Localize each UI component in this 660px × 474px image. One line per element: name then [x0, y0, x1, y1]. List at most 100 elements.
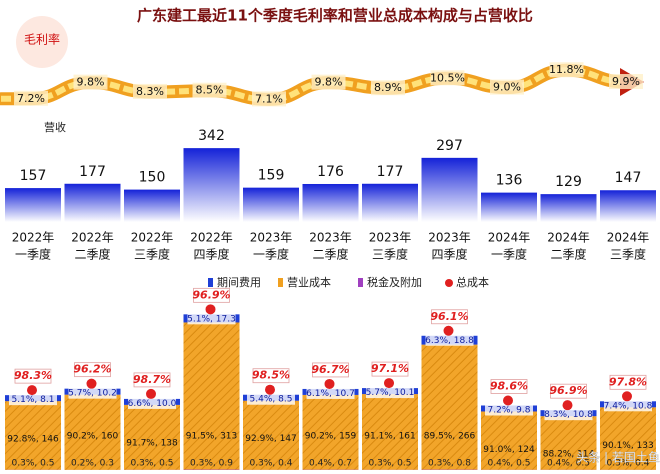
x-tick-label: 四季度 [193, 247, 229, 262]
margin-value-label: 9.8% [77, 76, 105, 89]
period-label-bg [187, 313, 236, 325]
watermark: 头条 | 若国土鱼 [576, 451, 660, 465]
total-marker [443, 325, 454, 336]
x-tick-label: 2023年 [369, 231, 412, 245]
legend-label: 营业成本 [287, 275, 331, 289]
cost-value-label: 90.2%, 159 [305, 432, 357, 442]
revenue-value-label: 176 [317, 164, 344, 180]
revenue-value-label: 150 [139, 170, 166, 186]
cost-value-label: 91.7%, 138 [126, 438, 178, 448]
total-marker [324, 378, 335, 389]
total-label-bg [431, 309, 468, 325]
total-value-label: 97.1% [371, 362, 409, 375]
total-value-label: 96.2% [73, 363, 111, 376]
total-marker [622, 391, 632, 402]
cost-segment [481, 411, 537, 470]
total-value-label: 98.6% [490, 379, 528, 392]
total-value-label: 98.7% [133, 373, 171, 386]
period-label-bg [425, 334, 474, 346]
revenue-value-label: 157 [20, 168, 47, 184]
cost-segment [183, 322, 240, 470]
total-label-bg [609, 374, 647, 390]
legend-marker [445, 279, 453, 287]
cost-segment [540, 416, 597, 470]
period-label-bg [68, 387, 117, 399]
tax-value-label: 0.3%, 0.8 [428, 459, 471, 469]
total-marker [86, 378, 97, 389]
total-label-bg [14, 368, 52, 384]
revenue-bar [243, 187, 299, 222]
total-value-label: 96.9% [192, 288, 230, 301]
period-label-bg [544, 409, 593, 421]
tax-value-label: 0.3%, 0.5 [12, 459, 55, 469]
cost-segment [421, 344, 478, 470]
tax-value-label: 0.3%, 0.4 [607, 459, 650, 469]
revenue-bar [481, 192, 537, 222]
total-value-label: 96.1% [430, 310, 468, 323]
x-tick-label: 2024年 [547, 231, 590, 245]
revenue-bar [5, 188, 61, 222]
margin-label-bg [490, 79, 524, 95]
period-label-bg [306, 387, 355, 399]
margin-label-bg [252, 91, 286, 107]
tax-value-label: 0.4%, 0.7 [309, 459, 352, 469]
cost-segment [124, 404, 180, 470]
revenue-bar [183, 148, 240, 222]
period-value-label: 6.6%, 10.0 [128, 399, 177, 409]
total-value-label: 98.5% [252, 369, 290, 382]
cost-value-label: 90.1%, 133 [602, 441, 654, 451]
legend-label: 期间费用 [217, 276, 261, 289]
cost-value-label: 92.9%, 147 [245, 434, 297, 444]
x-tick-label: 四季度 [431, 247, 467, 262]
revenue-bar [64, 183, 121, 222]
x-tick-label: 2022年 [190, 231, 233, 245]
revenue-value-label: 159 [258, 168, 285, 184]
cost-segment [243, 400, 299, 470]
cost-value-label: 90.2%, 160 [67, 432, 119, 442]
period-value-label: 6.3%, 18.8 [425, 336, 474, 346]
period-value-label: 5.7%, 10.1 [366, 388, 415, 398]
total-label-bg [252, 368, 290, 384]
revenue-value-label: 177 [377, 164, 404, 180]
total-marker [265, 384, 275, 395]
margin-value-label: 10.5% [430, 71, 465, 84]
total-label-bg [193, 287, 230, 303]
legend-marker [208, 278, 213, 287]
tax-value-label: 0.3%, 0.9 [190, 459, 233, 469]
margin-value-label: 11.8% [549, 63, 584, 76]
cost-segment [64, 394, 121, 470]
margin-label-bg [133, 83, 167, 99]
revenue-value-label: 136 [496, 173, 523, 189]
x-tick-label: 三季度 [134, 247, 170, 262]
margin-label-bg [371, 80, 405, 96]
cost-value-label: 92.8%, 146 [7, 435, 59, 445]
period-label-bg [9, 394, 57, 406]
x-tick-label: 2023年 [250, 231, 293, 245]
total-label-bg [312, 362, 349, 378]
revenue-value-label: 177 [79, 164, 106, 180]
total-marker [205, 304, 216, 315]
tax-value-label: 0.2%, 0.3 [71, 459, 114, 469]
cost-value-label: 88.2%, 114 [543, 450, 595, 460]
margin-label-bg [14, 90, 48, 106]
x-tick-label: 2024年 [607, 231, 650, 245]
cost-segment [5, 401, 61, 470]
margin-line [1, 67, 627, 103]
cost-segment [302, 394, 359, 470]
period-value-label: 5.1%, 8.1 [12, 395, 55, 405]
total-label-bg [133, 372, 171, 388]
margin-label-bg [430, 70, 465, 86]
period-value-label: 5.7%, 10.2 [68, 389, 117, 399]
period-label-bg [604, 400, 652, 412]
x-tick-label: 2022年 [131, 231, 174, 245]
total-label-bg [490, 379, 528, 394]
tax-value-label: 0.3%, 0.4 [250, 459, 293, 469]
total-marker [562, 400, 573, 411]
revenue-value-label: 297 [436, 138, 463, 154]
chart-title: 广东建工最近11个季度毛利率和营业总成本构成与占营收比 [137, 7, 533, 25]
margin-value-label: 8.3% [136, 85, 164, 98]
revenue-bar [302, 183, 359, 222]
margin-value-label: 9.8% [315, 76, 343, 89]
margin-label-bg [549, 62, 584, 78]
revenue-bar [540, 194, 597, 222]
